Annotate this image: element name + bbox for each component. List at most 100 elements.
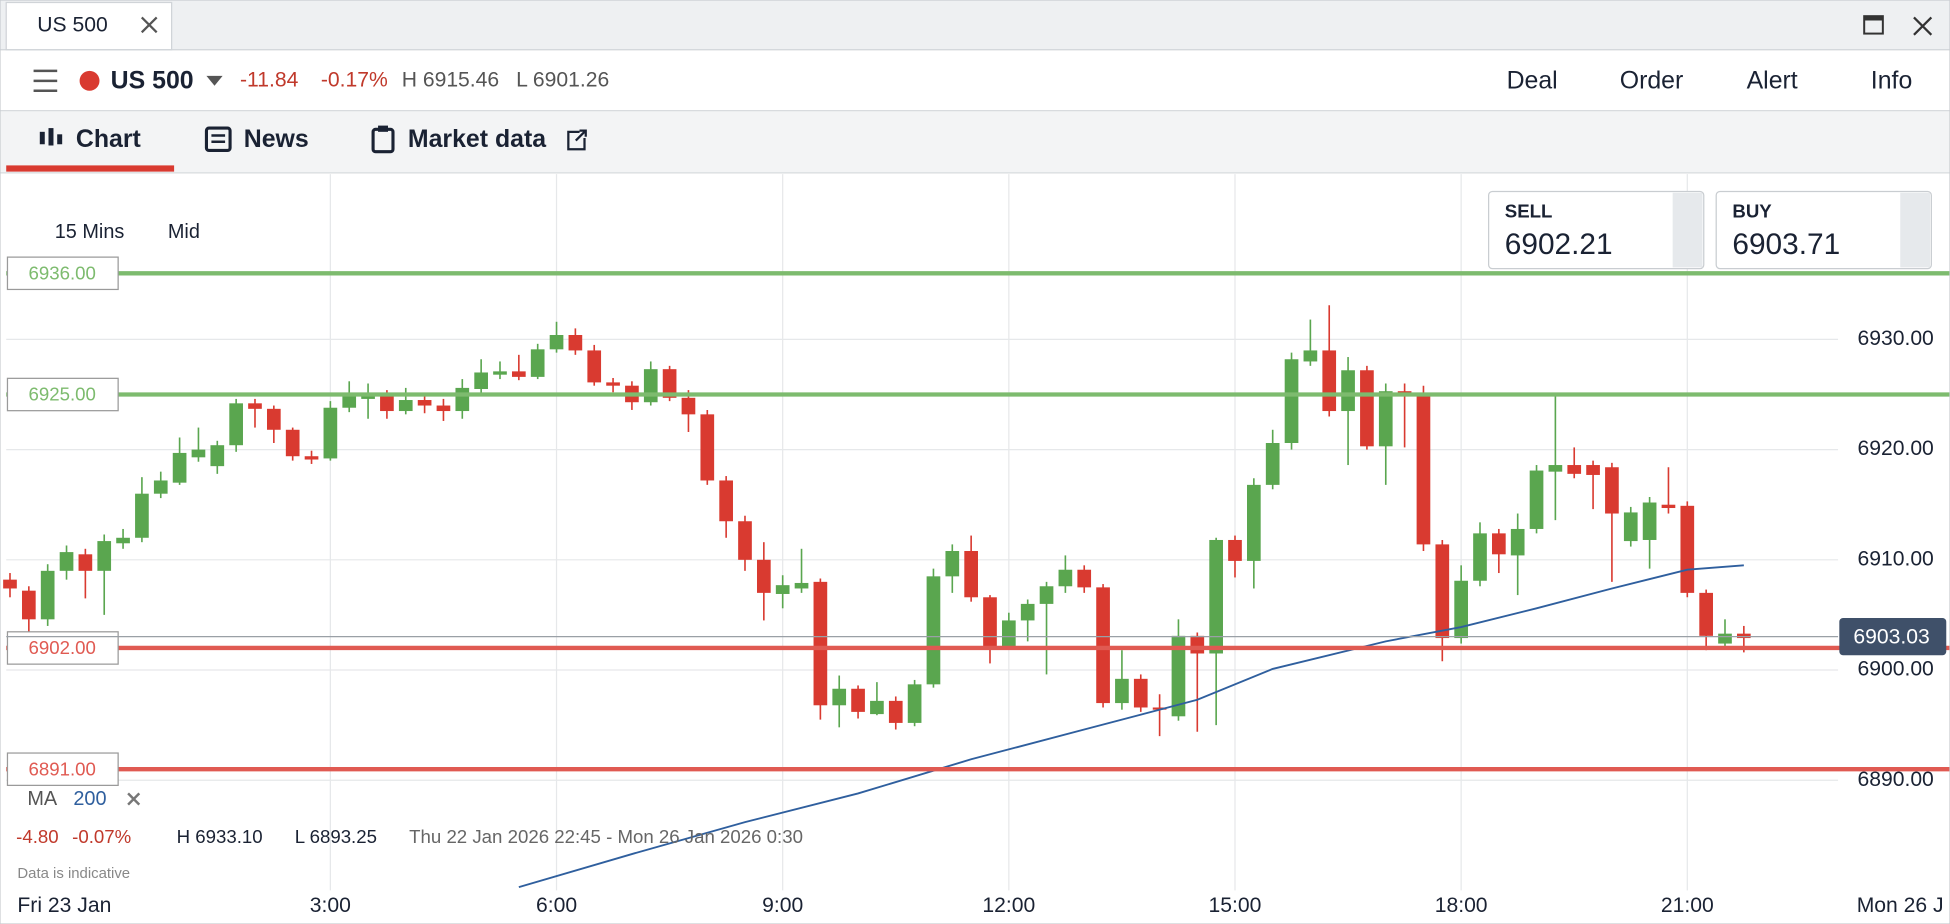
market-data-tab-icon-clip xyxy=(378,125,389,132)
candle-body xyxy=(530,349,545,377)
market-data-tab[interactable]: Market data xyxy=(408,125,546,153)
candle-body xyxy=(21,590,36,620)
price-level-label: 6891.00 xyxy=(28,758,95,779)
candle-body xyxy=(40,570,55,620)
buy-price: 6903.71 xyxy=(1732,228,1840,261)
period-high: H 6933.10 xyxy=(177,826,263,847)
current-price-label: 6903.03 xyxy=(1853,625,1929,648)
candle-body xyxy=(1133,678,1148,708)
instrument-dropdown[interactable] xyxy=(206,75,223,86)
candle-body xyxy=(1322,350,1337,412)
window-tab[interactable] xyxy=(5,1,173,51)
candle-body xyxy=(248,403,262,409)
candle-body xyxy=(606,382,620,386)
candle-body xyxy=(794,582,809,589)
sell-label: SELL xyxy=(1505,201,1553,222)
news-tab[interactable]: News xyxy=(244,125,309,153)
candle-body xyxy=(304,456,319,460)
daily-low: L 6901.26 xyxy=(516,68,609,91)
candle-body xyxy=(1492,533,1506,555)
candle-body xyxy=(172,452,187,483)
indicator-name: MA xyxy=(27,788,58,810)
candle-body xyxy=(1171,635,1186,717)
active-tab-indicator xyxy=(6,165,175,172)
candle-body xyxy=(97,541,112,571)
candle-body xyxy=(983,597,997,648)
candle-body xyxy=(1718,633,1732,644)
candle-body xyxy=(1190,635,1205,654)
candle-body xyxy=(191,449,206,458)
candle-body xyxy=(945,550,960,577)
x-tick-label: 3:00 xyxy=(310,894,351,917)
y-tick-label: 6930.00 xyxy=(1857,327,1933,350)
price-type-selector[interactable]: Mid xyxy=(168,221,200,243)
candle-body xyxy=(1699,592,1713,636)
tab-strip xyxy=(0,0,1950,50)
candle-body xyxy=(1020,603,1035,621)
candle-body xyxy=(756,559,771,593)
candle-body xyxy=(568,335,583,351)
candle-body xyxy=(1397,391,1412,394)
candle-body xyxy=(417,400,432,406)
candle-body xyxy=(1529,470,1544,529)
interval-selector[interactable]: 15 Mins xyxy=(55,221,125,243)
candle-body xyxy=(436,405,451,412)
chart-tab[interactable]: Chart xyxy=(76,125,141,153)
candle-body xyxy=(1247,484,1261,561)
menu-icon[interactable] xyxy=(33,69,58,93)
daily-high: H 6915.46 xyxy=(402,68,500,91)
candle-body xyxy=(1510,528,1525,556)
header xyxy=(0,50,1950,111)
daily-change-pct: -0.17% xyxy=(321,68,388,91)
candle-body xyxy=(888,700,903,723)
instrument-name[interactable]: US 500 xyxy=(111,67,194,95)
y-tick-label: 6920.00 xyxy=(1857,437,1933,460)
indicator-period[interactable]: 200 xyxy=(73,788,106,810)
price-level-label: 6936.00 xyxy=(28,262,95,283)
x-tick-label: 18:00 xyxy=(1435,894,1488,917)
candle-body xyxy=(738,521,752,560)
candle-body xyxy=(1077,569,1092,588)
candle-body xyxy=(775,585,790,594)
candle-body xyxy=(1058,569,1073,587)
close-window-icon[interactable] xyxy=(1913,16,1933,36)
order-button[interactable]: Order xyxy=(1620,67,1684,95)
alert-button[interactable]: Alert xyxy=(1747,67,1798,95)
sell-box-edge xyxy=(1672,192,1703,268)
price-level-box xyxy=(6,256,119,291)
candle-body xyxy=(153,480,168,494)
candle-body xyxy=(380,394,394,412)
quote-panel: SELL 6902.21 BUY 6903.71 xyxy=(1487,190,1932,270)
candle-body xyxy=(1642,502,1657,540)
candle-body xyxy=(1378,391,1393,447)
period-change-pct: -0.07% xyxy=(72,826,131,847)
y-tick-label: 6900.00 xyxy=(1857,658,1933,681)
price-level-box xyxy=(6,377,119,412)
candle-body xyxy=(210,445,225,467)
maximize-icon[interactable] xyxy=(1863,15,1884,35)
candle-body xyxy=(813,581,828,706)
candle-body xyxy=(1341,370,1355,412)
buy-box[interactable] xyxy=(1715,190,1932,270)
price-level-label: 6902.00 xyxy=(28,637,95,658)
sell-box[interactable] xyxy=(1487,190,1705,270)
candle-body xyxy=(1303,350,1318,362)
candle-body xyxy=(549,335,564,350)
y-tick-label: 6910.00 xyxy=(1857,547,1933,570)
x-start-label: Fri 23 Jan xyxy=(17,894,111,917)
news-tab-icon-lines xyxy=(211,134,226,144)
deal-button[interactable]: Deal xyxy=(1507,67,1558,95)
candle-body xyxy=(700,414,715,481)
close-tab-icon[interactable] xyxy=(140,16,158,34)
candle-body xyxy=(3,579,17,589)
candle-body xyxy=(851,688,865,712)
candle-body xyxy=(643,369,658,403)
candle-body xyxy=(587,350,602,383)
x-tick-label: 12:00 xyxy=(982,894,1035,917)
info-button[interactable]: Info xyxy=(1871,67,1912,95)
moving-average-line xyxy=(518,564,1744,889)
candle-body xyxy=(511,371,526,377)
remove-indicator-icon[interactable] xyxy=(127,792,141,806)
price-level-label: 6925.00 xyxy=(28,384,95,405)
candle-body xyxy=(926,576,941,685)
